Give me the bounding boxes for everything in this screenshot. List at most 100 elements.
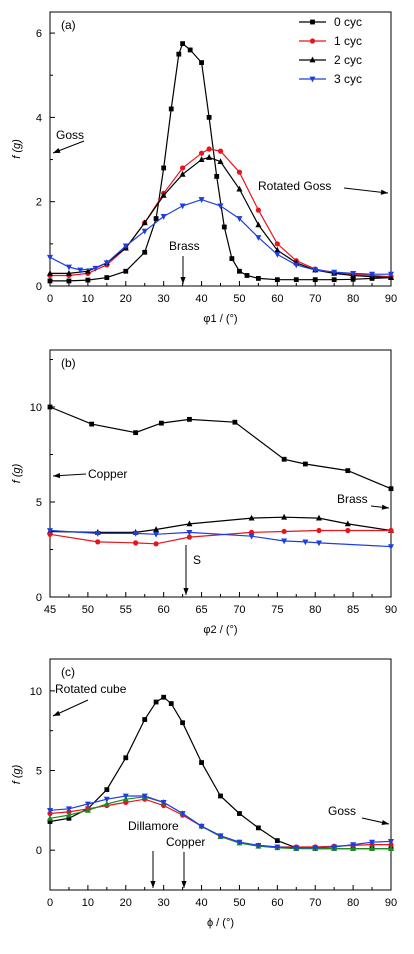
y-tick-label: 0 — [36, 281, 42, 293]
annotation-label: Copper — [166, 835, 205, 849]
series-0 — [47, 404, 394, 492]
arrow-head — [53, 710, 61, 716]
y-axis-label: f (g) — [11, 463, 23, 483]
annotation: Rotated cube — [52, 682, 127, 717]
data-point — [179, 170, 186, 177]
data-point — [198, 150, 205, 156]
data-point — [345, 468, 351, 474]
data-point — [293, 845, 300, 852]
data-point — [312, 845, 319, 852]
data-point — [248, 514, 255, 521]
legend-marker — [309, 56, 316, 63]
data-point — [236, 169, 243, 175]
x-axis-label: φ2 / (°) — [203, 624, 237, 636]
y-axis-label: f (g) — [11, 764, 23, 784]
x-tick-label: 60 — [158, 604, 170, 616]
data-point — [176, 51, 182, 57]
data-point — [168, 106, 174, 112]
data-point — [217, 158, 224, 165]
data-point — [65, 269, 72, 276]
x-tick-label: 50 — [233, 293, 245, 305]
x-tick-label: 30 — [158, 293, 170, 305]
series-3 — [47, 197, 394, 278]
x-axis-label: φ1 / (°) — [203, 313, 237, 325]
annotation: Brass — [169, 239, 200, 284]
data-point — [47, 278, 53, 284]
data-point — [47, 814, 53, 821]
legend-entry: 1 cyc — [299, 34, 362, 48]
legend-entry: 3 cyc — [299, 72, 362, 86]
data-point — [293, 262, 300, 269]
data-point — [206, 146, 212, 152]
series-line — [49, 529, 392, 548]
data-point — [161, 694, 167, 700]
data-point — [186, 534, 193, 540]
data-point — [122, 793, 129, 800]
legend-marker — [309, 38, 316, 44]
y-axis-label: f (g) — [11, 139, 23, 159]
data-point — [281, 538, 288, 545]
data-point — [153, 699, 159, 705]
annotation-label: Rotated Goss — [258, 179, 331, 193]
series-line — [49, 198, 391, 275]
data-point — [104, 787, 110, 793]
arrow-head — [150, 881, 156, 888]
data-point — [217, 833, 224, 840]
legend-marker — [310, 19, 315, 25]
annotation-label: Brass — [337, 492, 368, 506]
data-point — [388, 839, 394, 845]
data-point — [187, 47, 193, 53]
data-point — [142, 249, 148, 255]
x-tick-label: 55 — [120, 604, 132, 616]
annotation-arrow — [52, 140, 85, 154]
annotation-label: Goss — [56, 128, 84, 142]
x-tick-label: 70 — [309, 293, 321, 305]
x-tick-label: 10 — [82, 897, 94, 909]
data-point — [345, 527, 351, 534]
data-point — [369, 845, 376, 851]
data-point — [66, 815, 72, 821]
data-point — [123, 268, 129, 274]
data-point — [94, 530, 101, 537]
y-tick-label: 5 — [36, 497, 42, 509]
data-point — [237, 268, 242, 274]
x-tick-label: 40 — [195, 293, 207, 305]
data-point — [160, 191, 167, 198]
annotation-label: S — [193, 553, 201, 567]
data-point — [255, 235, 262, 241]
data-point — [331, 844, 338, 851]
data-point — [161, 165, 167, 171]
data-point — [180, 165, 186, 171]
x-tick-label: 80 — [309, 604, 321, 616]
x-tick-label: 0 — [47, 897, 53, 909]
data-point — [274, 838, 280, 844]
y-tick-label: 10 — [30, 686, 42, 698]
data-point — [281, 513, 288, 520]
data-point — [47, 819, 53, 824]
data-point — [65, 811, 72, 818]
data-point — [186, 530, 193, 536]
data-point — [103, 800, 110, 807]
data-point — [160, 214, 167, 220]
annotation: S — [183, 545, 201, 595]
x-tick-label: 90 — [385, 897, 397, 909]
x-tick-label: 90 — [385, 293, 397, 305]
series-0 — [47, 41, 394, 284]
annotation: Copper — [166, 835, 205, 888]
panel-label: (b) — [61, 356, 76, 370]
y-tick-label: 10 — [30, 402, 42, 414]
arrow-head — [181, 881, 187, 888]
series-0 — [47, 694, 394, 851]
x-axis-label: ϕ / (°) — [207, 917, 234, 929]
data-point — [331, 277, 337, 283]
annotation-arrow — [343, 187, 389, 195]
data-point — [77, 267, 84, 274]
data-point — [180, 720, 186, 726]
x-tick-label: 50 — [233, 897, 245, 909]
x-tick-label: 50 — [82, 604, 94, 616]
x-tick-label: 80 — [347, 897, 359, 909]
annotation-label: Brass — [169, 239, 200, 253]
data-point — [248, 529, 255, 536]
data-point — [103, 260, 110, 267]
arrow-head — [183, 588, 189, 595]
